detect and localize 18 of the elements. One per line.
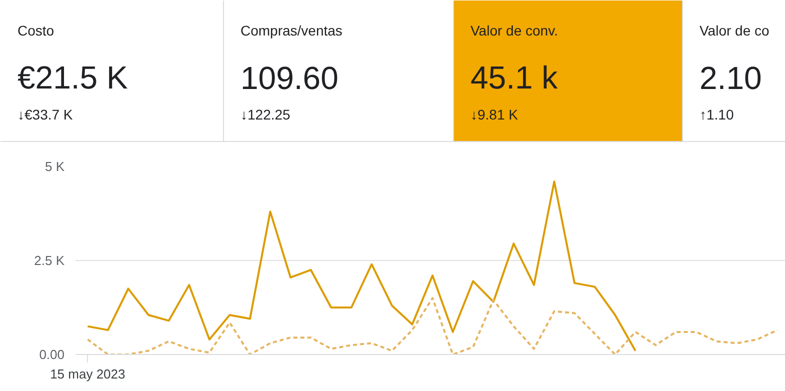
- text: 109.60: [240, 60, 338, 96]
- text: ↓122.25: [240, 106, 291, 122]
- line-series: [86, 297, 778, 354]
- text: ↓9.81 K: [470, 106, 519, 122]
- y-tick-label: 2.5 K: [34, 253, 65, 268]
- text: Valor de conv.: [470, 22, 558, 38]
- text: 45.1 k: [470, 60, 559, 96]
- text: Valor de co: [700, 22, 770, 38]
- y-tick-label: 0.00: [39, 347, 65, 362]
- text: ↑1.10: [700, 106, 734, 122]
- y-tick-label: 5 K: [44, 159, 65, 174]
- text: €21.5 K: [18, 60, 128, 96]
- text: 2.10: [700, 60, 762, 96]
- text: ↓€33.7 K: [18, 106, 74, 122]
- text: Compras/ventas: [240, 22, 342, 38]
- line-series: [86, 180, 636, 352]
- text: Costo: [18, 22, 54, 38]
- x-tick-label: 15 may 2023: [50, 366, 126, 382]
